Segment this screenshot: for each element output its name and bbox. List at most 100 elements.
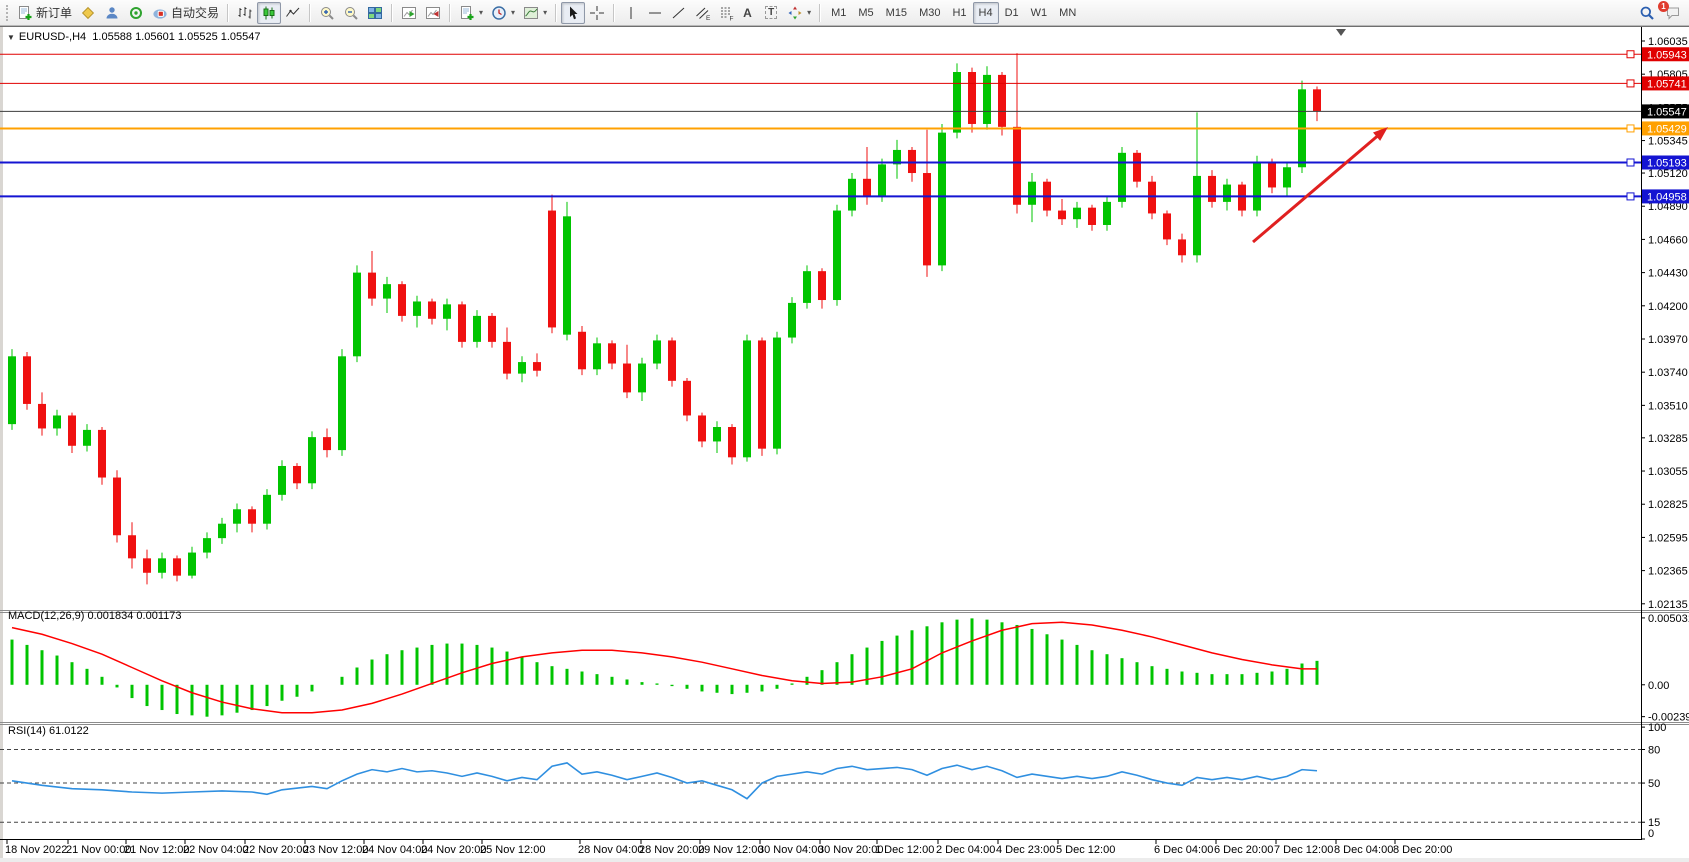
metaeditor-button[interactable]: [76, 2, 100, 24]
svg-text:100: 100: [1648, 722, 1666, 734]
timeframe-d1-button[interactable]: D1: [999, 2, 1025, 24]
horizontal-lines-layer[interactable]: [0, 50, 1641, 201]
text-label-icon: T: [765, 6, 778, 19]
candlestick-chart-icon: [263, 6, 275, 19]
timeframe-w1-button[interactable]: W1: [1025, 2, 1054, 24]
line-chart-button[interactable]: [281, 2, 305, 24]
chart-shift-icon: [426, 6, 441, 19]
toolbar-separator: [391, 3, 394, 22]
timeframe-mn-button[interactable]: MN: [1053, 2, 1082, 24]
svg-text:1 Dec 12:00: 1 Dec 12:00: [875, 844, 934, 856]
svg-text:1.03970: 1.03970: [1648, 334, 1688, 346]
timeframe-m5-button[interactable]: M5: [852, 2, 879, 24]
svg-text:25 Nov 12:00: 25 Nov 12:00: [480, 844, 545, 856]
clock-icon: [492, 5, 506, 20]
svg-text:30 Nov 20:00: 30 Nov 20:00: [818, 844, 883, 856]
zoom-out-button[interactable]: [339, 2, 363, 24]
svg-text:1.03740: 1.03740: [1648, 367, 1688, 379]
svg-text:24 Nov 04:00: 24 Nov 04:00: [362, 844, 427, 856]
equidistant-channel-tool[interactable]: E: [691, 2, 715, 24]
chart-shift-marker[interactable]: [1336, 29, 1346, 36]
svg-text:8 Dec 20:00: 8 Dec 20:00: [1393, 844, 1452, 856]
text-label-tool[interactable]: T: [761, 2, 783, 24]
price-axis: 1.060351.058051.055751.053451.051201.048…: [1641, 36, 1689, 840]
svg-text:6 Dec 04:00: 6 Dec 04:00: [1154, 844, 1213, 856]
chevron-down-icon: ▾: [479, 8, 484, 17]
horizontal-line-icon: [649, 12, 662, 13]
svg-text:1.05193: 1.05193: [1647, 157, 1687, 169]
toolbar-separator: [309, 3, 312, 22]
search-button[interactable]: [1635, 2, 1659, 24]
svg-text:18 Nov 2022: 18 Nov 2022: [5, 844, 67, 856]
vertical-line-icon: [630, 6, 632, 19]
notifications-button[interactable]: 1: [1658, 0, 1685, 24]
timeframe-h1-button[interactable]: H1: [946, 2, 972, 24]
new-order-icon: [19, 5, 32, 20]
autotrading-icon: [153, 8, 167, 19]
timeframe-m15-button[interactable]: M15: [880, 2, 913, 24]
period-dropdown[interactable]: ▾: [487, 2, 519, 24]
signals-button[interactable]: [124, 2, 148, 24]
chevron-down-icon: ▾: [543, 8, 548, 17]
chart-title: ▼ EURUSD-,H4 1.05588 1.05601 1.05525 1.05…: [7, 31, 261, 43]
new-chart-dropdown[interactable]: ▾: [455, 2, 487, 24]
svg-text:28 Nov 20:00: 28 Nov 20:00: [639, 844, 704, 856]
toolbar-separator: [819, 3, 822, 22]
bar-chart-icon: [238, 6, 252, 18]
svg-text:1.04890: 1.04890: [1648, 201, 1688, 213]
toolbar-separator: [449, 3, 452, 22]
template-dropdown[interactable]: ▾: [519, 2, 551, 24]
svg-text:29 Nov 12:00: 29 Nov 12:00: [698, 844, 763, 856]
vertical-line-tool[interactable]: [619, 2, 643, 24]
svg-text:28 Nov 04:00: 28 Nov 04:00: [578, 844, 643, 856]
candles-layer: [8, 53, 1321, 585]
notification-badge: 1: [1658, 0, 1669, 12]
chart-shift-button[interactable]: [421, 2, 445, 24]
toolbar-grip[interactable]: [6, 4, 8, 21]
cursor-icon: [570, 6, 578, 19]
svg-text:6 Dec 20:00: 6 Dec 20:00: [1214, 844, 1273, 856]
auto-scroll-button[interactable]: [397, 2, 421, 24]
svg-text:1.04200: 1.04200: [1648, 301, 1688, 313]
svg-text:4 Dec 23:00: 4 Dec 23:00: [996, 844, 1055, 856]
chart-canvas[interactable]: 1.060351.058051.055751.053451.051201.048…: [0, 26, 1689, 862]
svg-text:5 Dec 12:00: 5 Dec 12:00: [1056, 844, 1115, 856]
svg-text:1.06035: 1.06035: [1648, 36, 1688, 48]
fibonacci-tool[interactable]: F: [715, 2, 739, 24]
svg-text:0.005031: 0.005031: [1648, 613, 1689, 625]
svg-text:1.02365: 1.02365: [1648, 566, 1688, 578]
chart-ohlc-values: 1.05588 1.05601 1.05525 1.05547: [92, 31, 261, 43]
svg-text:1.03055: 1.03055: [1648, 466, 1688, 478]
timeframe-m30-button[interactable]: M30: [913, 2, 946, 24]
chart-menu-icon[interactable]: ▼: [7, 33, 15, 42]
arrows-dropdown[interactable]: ▾: [783, 2, 815, 24]
cursor-button[interactable]: [561, 1, 586, 24]
zoom-in-button[interactable]: [315, 2, 339, 24]
profile-button[interactable]: [100, 2, 124, 24]
chevron-down-icon: ▾: [511, 8, 516, 17]
text-tool[interactable]: A: [739, 2, 761, 24]
toolbar-separator: [613, 3, 616, 22]
tile-windows-button[interactable]: [363, 2, 387, 24]
svg-text:24 Nov 20:00: 24 Nov 20:00: [421, 844, 486, 856]
svg-text:F: F: [730, 15, 734, 21]
horizontal-line-tool[interactable]: [643, 2, 667, 24]
text-tool-icon: A: [743, 5, 752, 20]
timeframe-h4-button[interactable]: H4: [972, 1, 999, 24]
new-order-button[interactable]: 新订单: [13, 2, 76, 24]
svg-text:50: 50: [1648, 778, 1660, 790]
svg-text:1.02595: 1.02595: [1648, 532, 1688, 544]
trendline-tool[interactable]: [667, 2, 691, 24]
trendline-icon: [672, 7, 685, 18]
candlestick-chart-button[interactable]: [257, 1, 282, 24]
svg-text:8 Dec 04:00: 8 Dec 04:00: [1334, 844, 1393, 856]
trend-arrow-annotation[interactable]: [1252, 127, 1388, 244]
timeframe-m1-button[interactable]: M1: [825, 2, 852, 24]
svg-text:1.05741: 1.05741: [1647, 78, 1687, 90]
bar-chart-button[interactable]: [233, 2, 257, 24]
toolbar-separator: [555, 3, 558, 22]
crosshair-button[interactable]: [585, 2, 609, 24]
autotrading-button[interactable]: 自动交易: [148, 2, 223, 24]
svg-text:1.05943: 1.05943: [1647, 49, 1687, 61]
